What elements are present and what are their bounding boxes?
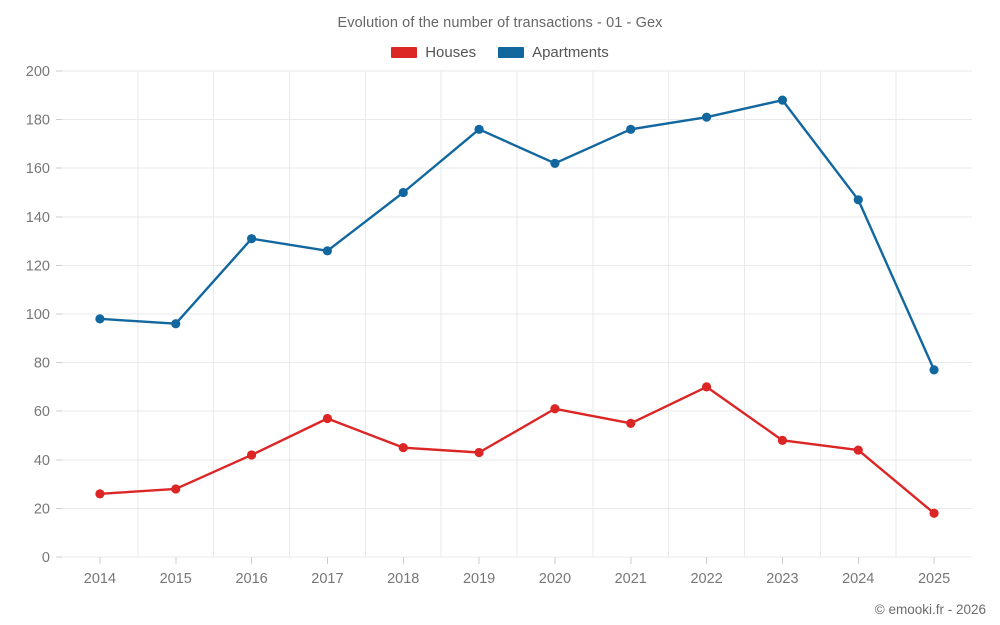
series-line-houses: [98, 385, 936, 515]
y-tick-label: 160: [26, 161, 50, 177]
data-point-houses-2024[interactable]: [853, 445, 863, 455]
data-point-apartments-2015[interactable]: [171, 319, 181, 329]
legend-swatch-houses-icon: [391, 47, 418, 58]
chart-title: Evolution of the number of transactions …: [337, 15, 663, 31]
y-tick-label: 120: [26, 258, 50, 274]
x-tick-label: 2018: [387, 571, 419, 587]
y-tick-label: 140: [26, 210, 50, 226]
x-tick-label: 2015: [160, 571, 192, 587]
x-tick-label: 2022: [690, 571, 722, 587]
data-point-apartments-2021[interactable]: [626, 124, 636, 134]
x-tick-label: 2021: [615, 571, 647, 587]
x-tick-label: 2016: [235, 571, 267, 587]
x-tick-label: 2019: [463, 571, 495, 587]
data-point-apartments-2018[interactable]: [398, 187, 408, 198]
chart-legend: Houses Apartments: [0, 44, 1000, 61]
data-point-apartments-2019[interactable]: [474, 124, 484, 134]
data-point-apartments-2016[interactable]: [246, 234, 257, 244]
data-point-houses-2020[interactable]: [550, 404, 560, 414]
legend-item-apartments[interactable]: Apartments: [498, 44, 609, 61]
data-point-houses-2023[interactable]: [777, 435, 788, 445]
series-line-apartments: [98, 98, 936, 372]
x-axis-labels: 2014 2015 2016 2017 2018 2019 2020 2021 2022 2023…: [84, 571, 950, 587]
x-tick-label: 2023: [766, 571, 798, 587]
y-tick-label: 100: [26, 307, 50, 323]
y-tick-label: 20: [34, 501, 50, 517]
credit-text: © emooki.fr - 2026: [874, 602, 986, 617]
legend-label-apartments: Apartments: [532, 44, 609, 61]
data-point-houses-2022[interactable]: [701, 382, 712, 392]
data-point-apartments-2017[interactable]: [322, 246, 333, 256]
y-tick-label: 0: [42, 550, 50, 566]
data-point-apartments-2024[interactable]: [853, 195, 863, 205]
data-point-houses-2014[interactable]: [95, 489, 105, 499]
x-tick-label: 2014: [84, 571, 116, 587]
x-tick-label: 2020: [539, 571, 571, 587]
data-point-houses-2015[interactable]: [171, 484, 181, 494]
data-point-apartments-2022[interactable]: [701, 112, 712, 122]
y-tick-label: 80: [34, 356, 50, 372]
y-tick-label: 60: [34, 404, 50, 420]
data-point-apartments-2023[interactable]: [777, 95, 788, 105]
data-point-houses-2025[interactable]: [929, 508, 939, 518]
grid-layer: [56, 70, 972, 564]
data-point-houses-2016[interactable]: [246, 450, 257, 460]
legend-label-houses: Houses: [425, 44, 477, 61]
data-point-apartments-2020[interactable]: [550, 158, 560, 168]
data-point-houses-2021[interactable]: [626, 418, 636, 428]
x-tick-label: 2025: [918, 571, 950, 587]
data-point-apartments-2014[interactable]: [95, 314, 105, 324]
x-tick-label: 2017: [311, 571, 343, 587]
series-layer: [95, 95, 939, 518]
data-point-houses-2019[interactable]: [474, 447, 484, 458]
legend-item-houses[interactable]: Houses: [391, 44, 476, 61]
x-tick-label: 2024: [842, 571, 874, 587]
data-point-houses-2018[interactable]: [398, 443, 408, 453]
y-tick-label: 200: [26, 64, 50, 80]
y-axis-labels: 0 20 40 60 80 100 120 140 160 180 200: [26, 64, 50, 566]
data-point-apartments-2025[interactable]: [929, 365, 939, 375]
data-point-houses-2017[interactable]: [322, 413, 333, 424]
legend-swatch-apartments-icon: [498, 47, 525, 58]
y-tick-label: 180: [26, 113, 50, 129]
y-tick-label: 40: [34, 453, 50, 469]
